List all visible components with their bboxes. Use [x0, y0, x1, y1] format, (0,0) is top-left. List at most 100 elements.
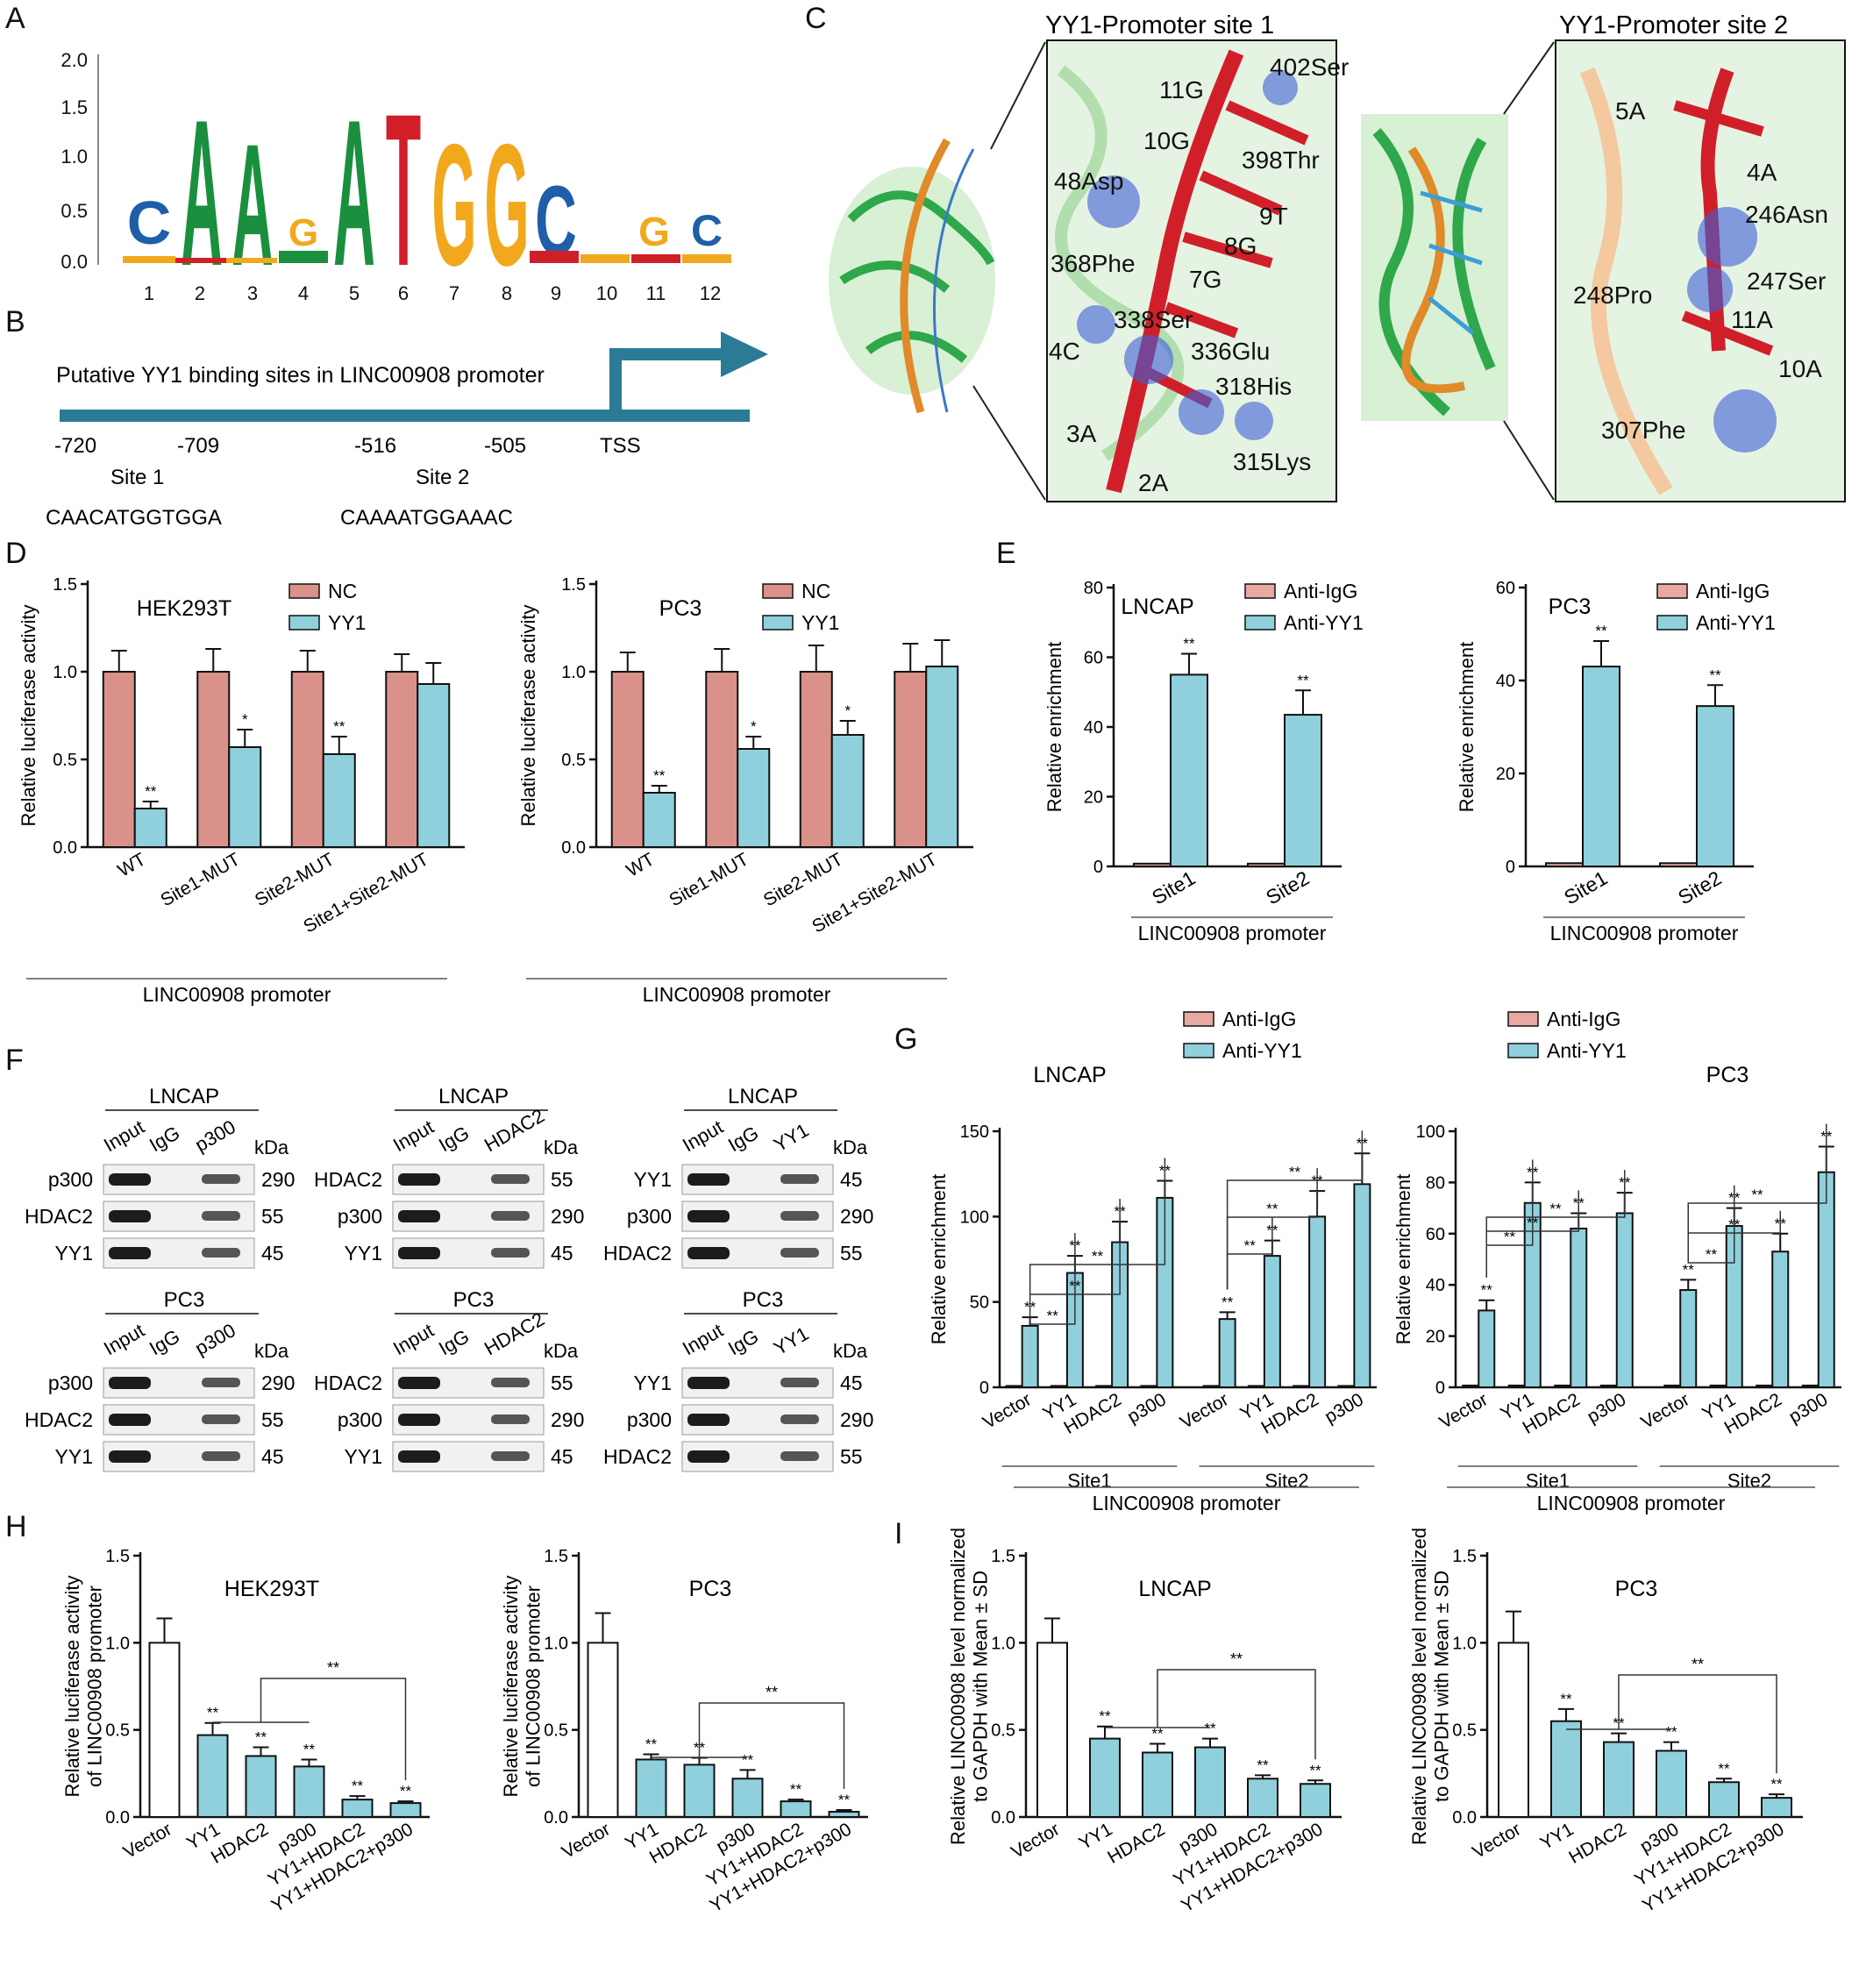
blot-kda-label: kDa	[254, 1137, 289, 1158]
logo-ytick: 1.0	[61, 146, 88, 167]
bar-value	[828, 1811, 860, 1819]
blot-band-ip	[202, 1174, 240, 1184]
significance-mark: **	[1751, 1186, 1763, 1203]
significance-mark: **	[1527, 1215, 1539, 1231]
chart-title: LNCAP	[1033, 1063, 1106, 1087]
chart-title: PC3	[689, 1577, 732, 1601]
bar-yy1	[925, 666, 959, 848]
residue-label: 8G	[1224, 232, 1257, 260]
y-tick-label: 1.5	[991, 1547, 1015, 1566]
bar-anti-yy1	[1679, 1289, 1698, 1389]
bar-anti-yy1	[1615, 1212, 1634, 1388]
group-label: Site2	[1264, 1470, 1308, 1492]
x-axis-label: LINC00908 promoter	[1138, 922, 1327, 944]
legend-swatch	[1183, 1011, 1214, 1027]
bar-yy1	[830, 734, 865, 848]
bar-value	[1300, 1783, 1331, 1818]
bar-nc	[705, 671, 739, 848]
residue-label: 247Ser	[1747, 267, 1826, 295]
x-tick-label: Site2	[1674, 866, 1725, 909]
bar-value	[1708, 1781, 1740, 1818]
blot-band-input	[687, 1173, 730, 1186]
blot-band-input	[687, 1210, 730, 1222]
chart-title: PC3	[1706, 1063, 1749, 1087]
bar-value	[1036, 1642, 1068, 1818]
blot-lane-label: IgG	[435, 1122, 473, 1156]
bar-anti-yy1	[1570, 1227, 1588, 1388]
significance-mark: **	[1728, 1216, 1741, 1233]
site1-seq: CAACATGGTGGA	[46, 506, 222, 530]
blot-lane-label: Input	[389, 1319, 438, 1359]
bar-anti-yy1	[1308, 1215, 1327, 1388]
blot-band-ip	[491, 1378, 530, 1387]
panel-label-g: G	[894, 1023, 918, 1056]
chart-g-pc3: Relative enrichment 0 20 40 60 80 100 PC3 ** Vect…	[1394, 1008, 1841, 1514]
significance-mark: **	[1151, 1726, 1164, 1742]
blot-kda-value: 55	[551, 1168, 573, 1191]
blot-kda-value: 55	[840, 1445, 863, 1468]
significance-mark: *	[242, 711, 248, 728]
bar-anti-igg	[1337, 1385, 1356, 1388]
legend-swatch	[1244, 583, 1276, 599]
blot-kda-label: kDa	[544, 1340, 579, 1362]
logo-pos: 2	[195, 282, 205, 304]
bar-anti-igg	[1202, 1385, 1221, 1388]
bar-anti-igg	[1462, 1384, 1480, 1388]
blot-protein-label: HDAC2	[25, 1408, 93, 1431]
legend-label: Anti-IgG	[1547, 1008, 1620, 1030]
blot-band-ip	[780, 1378, 819, 1387]
legend-swatch	[288, 583, 320, 599]
blot-band-input	[109, 1210, 151, 1222]
blot-band-ip	[491, 1174, 530, 1184]
blot-band-input	[398, 1414, 440, 1426]
y-tick-label: 0.0	[1452, 1808, 1477, 1828]
significance-mark: **	[1230, 1650, 1243, 1668]
bar-value	[148, 1642, 181, 1818]
logo-ytick: 1.5	[61, 96, 88, 118]
site1-title: YY1-Promoter site 1	[1045, 11, 1274, 39]
comparison-bracket	[1226, 1130, 1364, 1290]
legend-swatch	[288, 615, 320, 631]
residue-label: 3A	[1066, 420, 1097, 447]
comparison-bracket	[1485, 1170, 1626, 1278]
bar-nc	[610, 671, 645, 848]
bar-value	[1247, 1778, 1278, 1818]
blot-protein-label: p300	[338, 1205, 382, 1228]
legend-label: NC	[328, 580, 357, 602]
logo-pos: 12	[700, 282, 721, 304]
y-tick-label: 60	[1084, 649, 1103, 668]
logo-pos: 6	[398, 282, 409, 304]
bar-anti-igg	[1756, 1384, 1774, 1388]
y-axis-label: Relative luciferase activityof LINC00908…	[500, 1575, 544, 1797]
significance-mark: **	[207, 1705, 219, 1721]
blot-protein-label: p300	[48, 1168, 93, 1191]
residue-label: 4A	[1747, 159, 1777, 186]
chart-h-pc3: Relative luciferase activityof LINC00908…	[500, 1547, 868, 1916]
x-tick-label: Vector	[1008, 1819, 1063, 1863]
blot-cell-line: LNCAP	[149, 1085, 219, 1108]
bar-anti-yy1	[1218, 1318, 1236, 1388]
significance-mark: **	[1289, 1164, 1301, 1180]
blot-kda-value: 290	[840, 1408, 873, 1431]
y-tick-label: 1.0	[105, 1634, 130, 1653]
blot-band-input	[398, 1247, 440, 1259]
logo-pos: 1	[144, 282, 154, 304]
bar-anti-igg	[1095, 1385, 1114, 1388]
legend-swatch	[1244, 615, 1276, 631]
group-label: Site2	[1727, 1470, 1771, 1492]
logo-letter-c12: C	[691, 206, 723, 255]
blot-band-input	[109, 1173, 151, 1186]
blot-kda-value: 290	[261, 1168, 295, 1191]
bar-nc	[196, 671, 231, 848]
blot-lane-label: YY1	[770, 1322, 813, 1359]
blot-band-input	[109, 1414, 151, 1426]
blot-lane-label: Input	[679, 1319, 727, 1359]
blot-band-input	[398, 1377, 440, 1389]
significance-mark: **	[303, 1741, 316, 1757]
blot-lane-label: Input	[389, 1115, 438, 1156]
residue-label: 307Phe	[1601, 417, 1686, 444]
significance-mark: **	[1481, 1282, 1493, 1299]
residue-label: 315Lys	[1233, 448, 1311, 475]
y-tick-label: 1.0	[544, 1634, 568, 1653]
blot-lane-label: IgG	[146, 1122, 183, 1156]
